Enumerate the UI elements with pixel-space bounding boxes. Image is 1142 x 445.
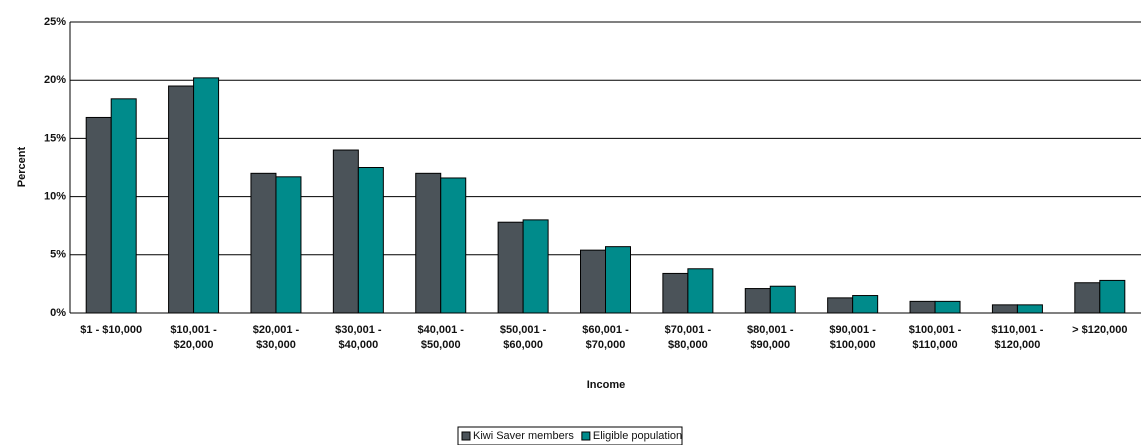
bar	[909, 300, 936, 314]
bar	[110, 98, 137, 314]
x-tick-label: $20,001 - $30,000	[252, 324, 300, 351]
x-tick-label: $60,001 - $70,000	[582, 324, 629, 351]
bar	[991, 304, 1018, 314]
y-tick-label: 25%	[44, 16, 66, 28]
bar	[605, 246, 631, 314]
bar	[357, 167, 384, 314]
y-tick-label: 0%	[50, 307, 66, 319]
bar	[332, 149, 359, 314]
bar	[1099, 279, 1126, 314]
bar	[934, 300, 961, 314]
y-tick-label: 20%	[44, 74, 66, 86]
bar	[497, 221, 524, 314]
bar	[168, 85, 195, 314]
x-tick-label: $40,001 - $50,000	[417, 324, 464, 351]
bar	[1016, 304, 1043, 314]
bar	[250, 172, 277, 314]
bar	[580, 249, 606, 314]
bar	[275, 176, 302, 314]
bar	[744, 288, 771, 314]
bar	[193, 77, 220, 314]
bar	[769, 285, 796, 314]
legend-box	[457, 426, 683, 445]
y-tick-label: 5%	[50, 249, 66, 261]
bar	[1074, 282, 1101, 314]
legend-swatch	[581, 431, 591, 441]
legend-swatch	[461, 431, 471, 441]
x-tick-label: $50,001 - $60,000	[499, 324, 547, 351]
bar	[440, 177, 467, 314]
x-tick-label: $110,001 - $120,000	[991, 324, 1044, 351]
bar	[415, 172, 442, 314]
y-tick-label: 10%	[44, 191, 66, 203]
x-tick-label: $1 - $10,000	[80, 324, 143, 336]
bar	[827, 297, 854, 314]
x-tick-label: $90,001 - $100,000	[829, 324, 876, 351]
x-tick-label: $30,001 - $40,000	[335, 324, 382, 351]
y-tick-label: 15%	[44, 132, 66, 144]
x-axis-label: Income	[587, 379, 626, 391]
x-tick-label: $10,001 - $20,000	[170, 324, 217, 351]
bar	[687, 268, 714, 314]
legend-label: Kiwi Saver members	[473, 430, 574, 442]
bar	[852, 295, 879, 314]
y-axis-label: Percent	[16, 146, 28, 187]
x-tick-label: $80,001 - $90,000	[747, 324, 794, 351]
bar	[85, 116, 112, 314]
legend-label: Eligible population	[593, 430, 682, 442]
x-tick-label: $100,001 - $110,000	[908, 324, 962, 351]
bar	[662, 272, 689, 314]
x-tick-label: > $120,000	[1072, 324, 1128, 336]
bar	[522, 219, 549, 314]
x-tick-label: $70,001 - $80,000	[664, 324, 712, 351]
